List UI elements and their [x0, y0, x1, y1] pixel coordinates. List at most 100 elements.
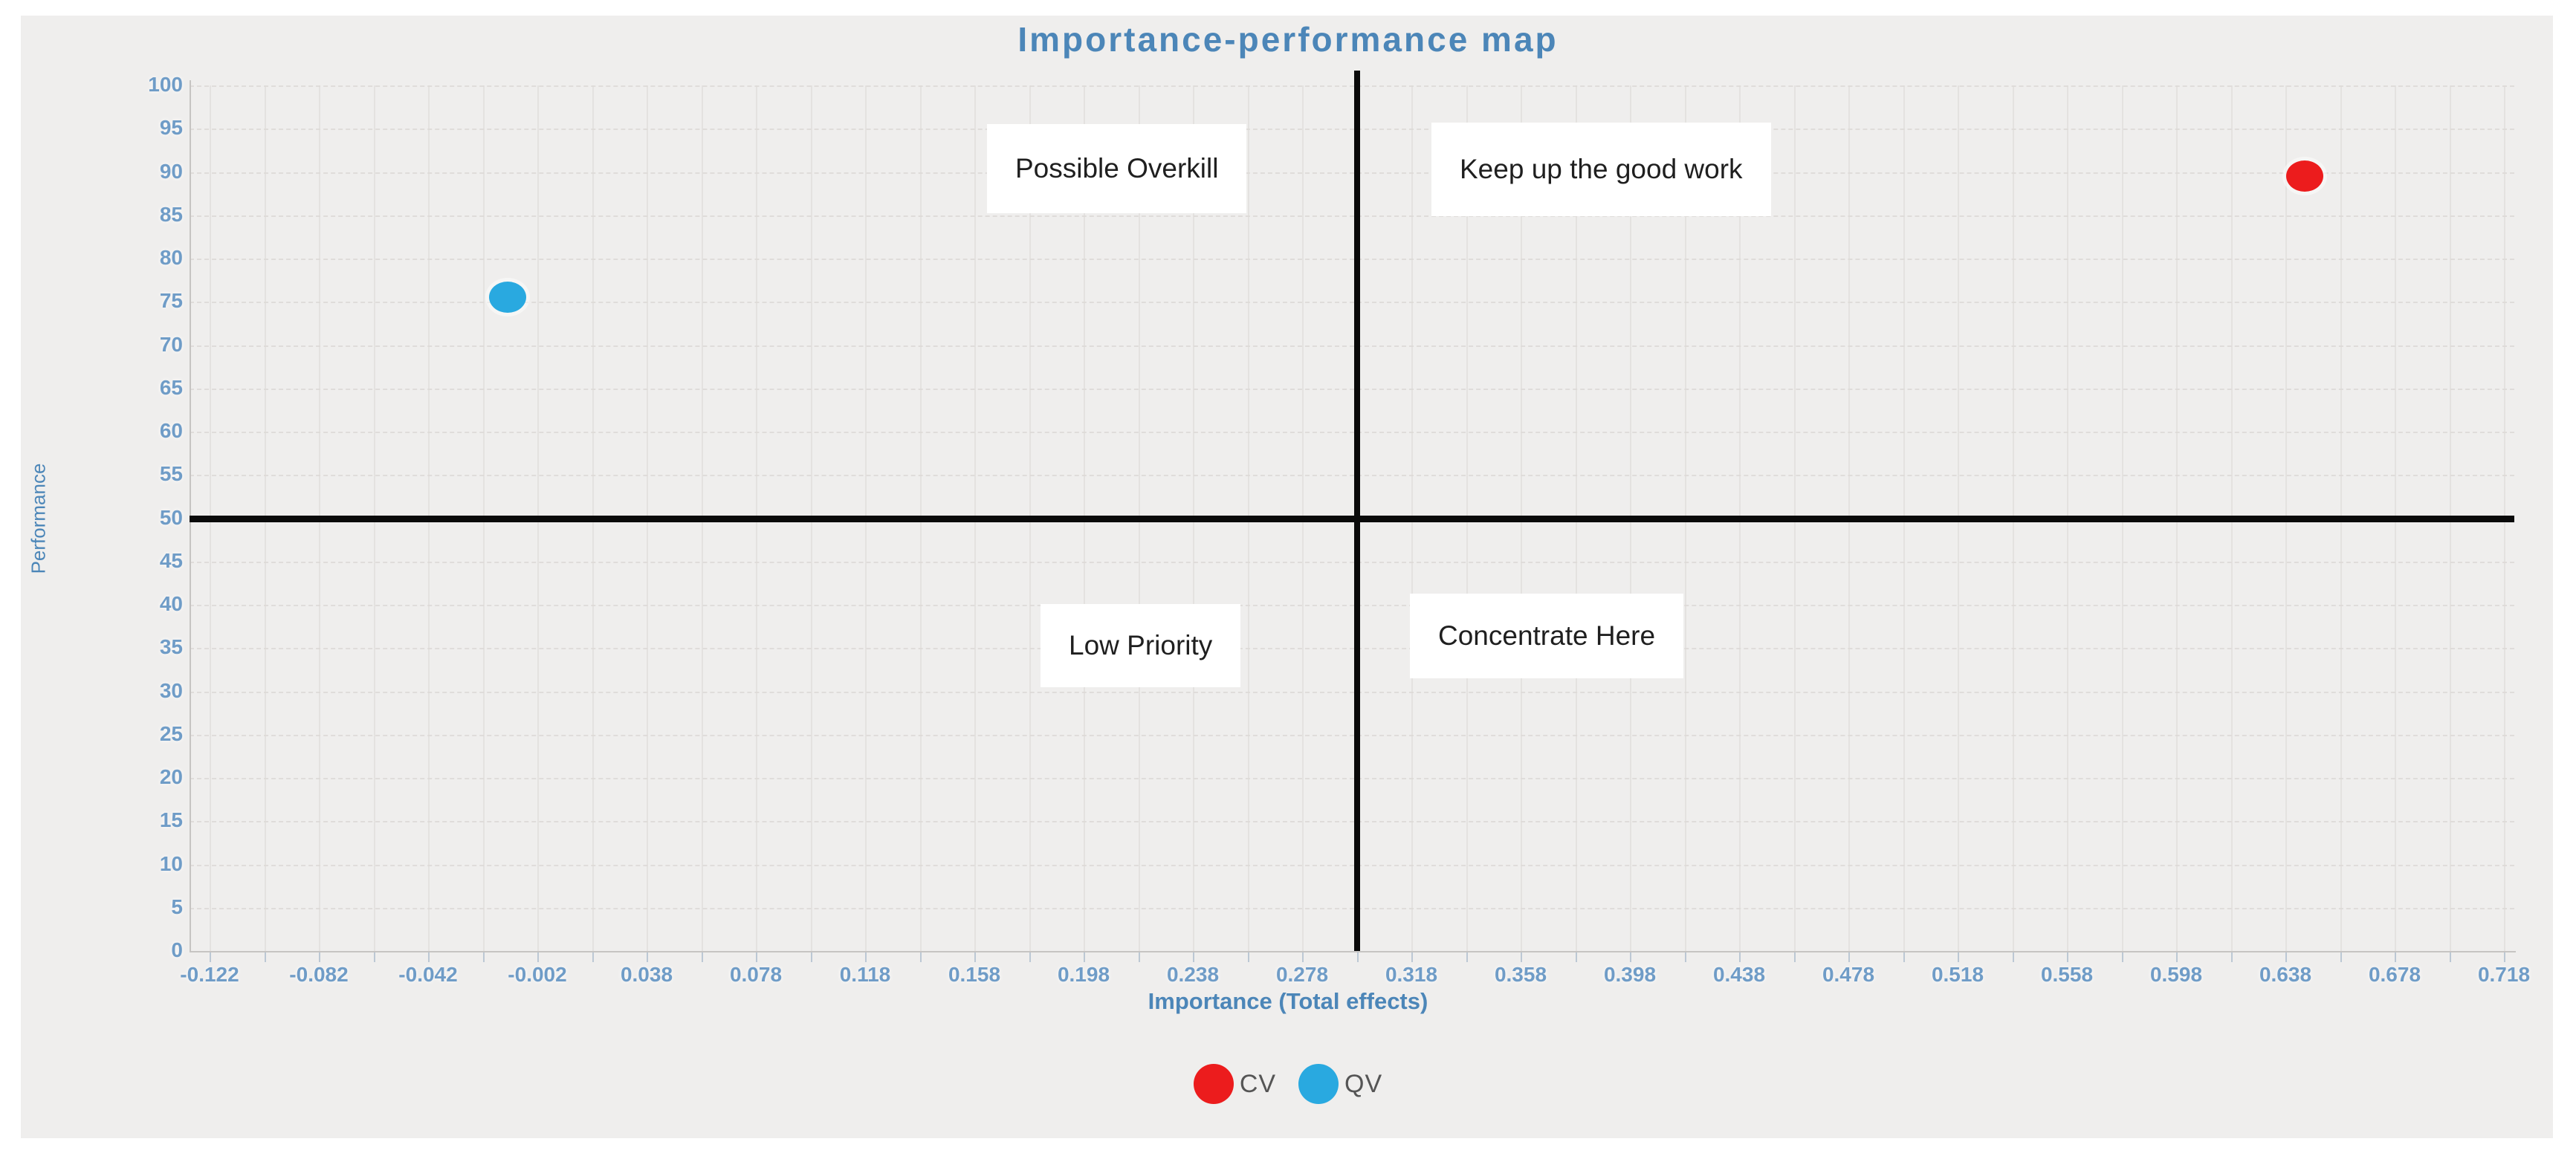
- x-axis-tick: [865, 952, 867, 962]
- y-tick-label: 20: [159, 765, 183, 788]
- y-tick-label: 60: [159, 419, 183, 442]
- x-tick-label: 0.038: [620, 963, 673, 986]
- x-axis-tick: [1521, 952, 1522, 962]
- x-axis-tick: [373, 952, 375, 962]
- horizontal-gridline: [190, 432, 2514, 433]
- x-axis-tick: [2012, 952, 2014, 962]
- cv-marker-icon: [1193, 1064, 1234, 1104]
- x-tick-label: 0.678: [2368, 963, 2421, 986]
- x-axis-tick: [482, 952, 485, 962]
- x-tick-label: 0.158: [948, 963, 1001, 986]
- x-tick-label: -0.122: [180, 963, 239, 986]
- x-axis-tick: [2230, 952, 2233, 962]
- horizontal-gridline: [190, 215, 2514, 217]
- x-axis-tick: [2067, 952, 2068, 962]
- x-axis-tick: [2340, 952, 2342, 962]
- x-axis-tick: [264, 952, 266, 962]
- horizontal-gridline: [190, 302, 2514, 304]
- y-tick-label: 15: [159, 808, 183, 832]
- x-tick-label: 0.198: [1057, 963, 1110, 986]
- x-axis-tick: [1411, 952, 1413, 962]
- x-tick-label: -0.042: [398, 963, 458, 986]
- x-axis-tick: [701, 952, 703, 962]
- x-axis-tick: [1029, 952, 1031, 962]
- horizontal-gridline: [190, 605, 2514, 606]
- x-axis-title: Importance (Total effects): [1148, 988, 1428, 1014]
- x-tick-label: 0.598: [2149, 963, 2203, 986]
- legend-item-cv[interactable]: CV: [1193, 1064, 1276, 1104]
- legend-label-qv: QV: [1344, 1069, 1383, 1098]
- y-tick-label: 70: [159, 332, 183, 356]
- horizontal-gridline: [190, 691, 2514, 693]
- x-axis-tick: [537, 952, 539, 962]
- x-axis-tick: [428, 952, 430, 962]
- y-tick-label: 45: [159, 548, 183, 572]
- y-tick-label: 40: [159, 592, 183, 615]
- horizontal-gridline: [190, 388, 2514, 390]
- x-tick-label: 0.278: [1275, 963, 1329, 986]
- data-point-cv[interactable]: [2285, 160, 2323, 192]
- x-axis-tick: [1466, 952, 1468, 962]
- legend-item-qv[interactable]: QV: [1298, 1064, 1382, 1104]
- data-point-qv[interactable]: [488, 282, 526, 314]
- x-tick-label: 0.118: [839, 963, 891, 986]
- x-tick-label: 0.438: [1712, 963, 1766, 986]
- x-axis-tick: [1247, 952, 1249, 962]
- x-tick-label: 0.358: [1494, 963, 1547, 986]
- x-axis-tick: [1739, 952, 1741, 962]
- legend: CV QV: [0, 1064, 2576, 1104]
- x-axis-tick: [2121, 952, 2123, 962]
- x-axis-tick: [210, 952, 211, 962]
- horizontal-gridline: [190, 259, 2514, 260]
- x-axis-tick: [1356, 952, 1359, 962]
- performance-reference-line: [190, 515, 2514, 522]
- x-axis-tick: [1848, 952, 1850, 962]
- y-tick-label: 65: [159, 375, 183, 399]
- y-tick-label: 100: [148, 73, 183, 96]
- x-tick-label: 0.478: [1822, 963, 1875, 986]
- x-tick-label: 0.518: [1931, 963, 1984, 986]
- horizontal-gridline: [190, 778, 2514, 779]
- y-tick-label: 30: [159, 678, 183, 702]
- horizontal-gridline: [190, 734, 2514, 736]
- x-tick-label: 0.238: [1166, 963, 1220, 986]
- x-axis-tick: [2395, 952, 2396, 962]
- y-tick-label: 75: [159, 289, 183, 313]
- horizontal-gridline: [190, 648, 2514, 650]
- x-axis-tick: [2176, 952, 2178, 962]
- x-axis-tick: [1084, 952, 1085, 962]
- y-tick-label: 50: [159, 505, 183, 529]
- x-axis-tick: [1575, 952, 1577, 962]
- quadrant-label-low-priority: Low Priority: [1041, 604, 1241, 687]
- x-axis-tick: [1903, 952, 1905, 962]
- y-tick-label: 90: [159, 159, 183, 183]
- y-tick-label: 55: [159, 462, 183, 486]
- quadrant-label-concentrate-here: Concentrate Here: [1410, 594, 1684, 678]
- page-title: Importance-performance map: [1017, 20, 1559, 59]
- horizontal-gridline: [190, 172, 2514, 174]
- y-axis-title: Performance: [27, 463, 50, 574]
- x-axis-tick: [1958, 952, 1959, 962]
- x-tick-label: 0.078: [729, 963, 783, 986]
- x-axis-tick: [1302, 952, 1304, 962]
- quadrant-label-keep-up-the-good-work: Keep up the good work: [1431, 123, 1771, 216]
- horizontal-gridline: [190, 821, 2514, 823]
- x-tick-label: 0.318: [1385, 963, 1438, 986]
- horizontal-gridline: [190, 85, 2514, 87]
- importance-reference-line: [1353, 71, 1360, 951]
- horizontal-gridline: [190, 345, 2514, 347]
- y-tick-label: 5: [171, 895, 183, 918]
- x-axis-tick: [2449, 952, 2451, 962]
- x-axis-tick: [1684, 952, 1686, 962]
- x-axis-tick: [1138, 952, 1140, 962]
- y-tick-label: 0: [171, 938, 183, 961]
- x-axis-tick: [647, 952, 648, 962]
- x-axis-tick: [319, 952, 320, 962]
- x-axis-tick: [2285, 952, 2287, 962]
- x-axis-tick: [592, 952, 594, 962]
- y-tick-label: 10: [159, 851, 183, 875]
- y-tick-label: 85: [159, 202, 183, 226]
- y-tick-label: 95: [159, 116, 183, 140]
- horizontal-gridline: [190, 864, 2514, 866]
- x-axis-tick: [1630, 952, 1631, 962]
